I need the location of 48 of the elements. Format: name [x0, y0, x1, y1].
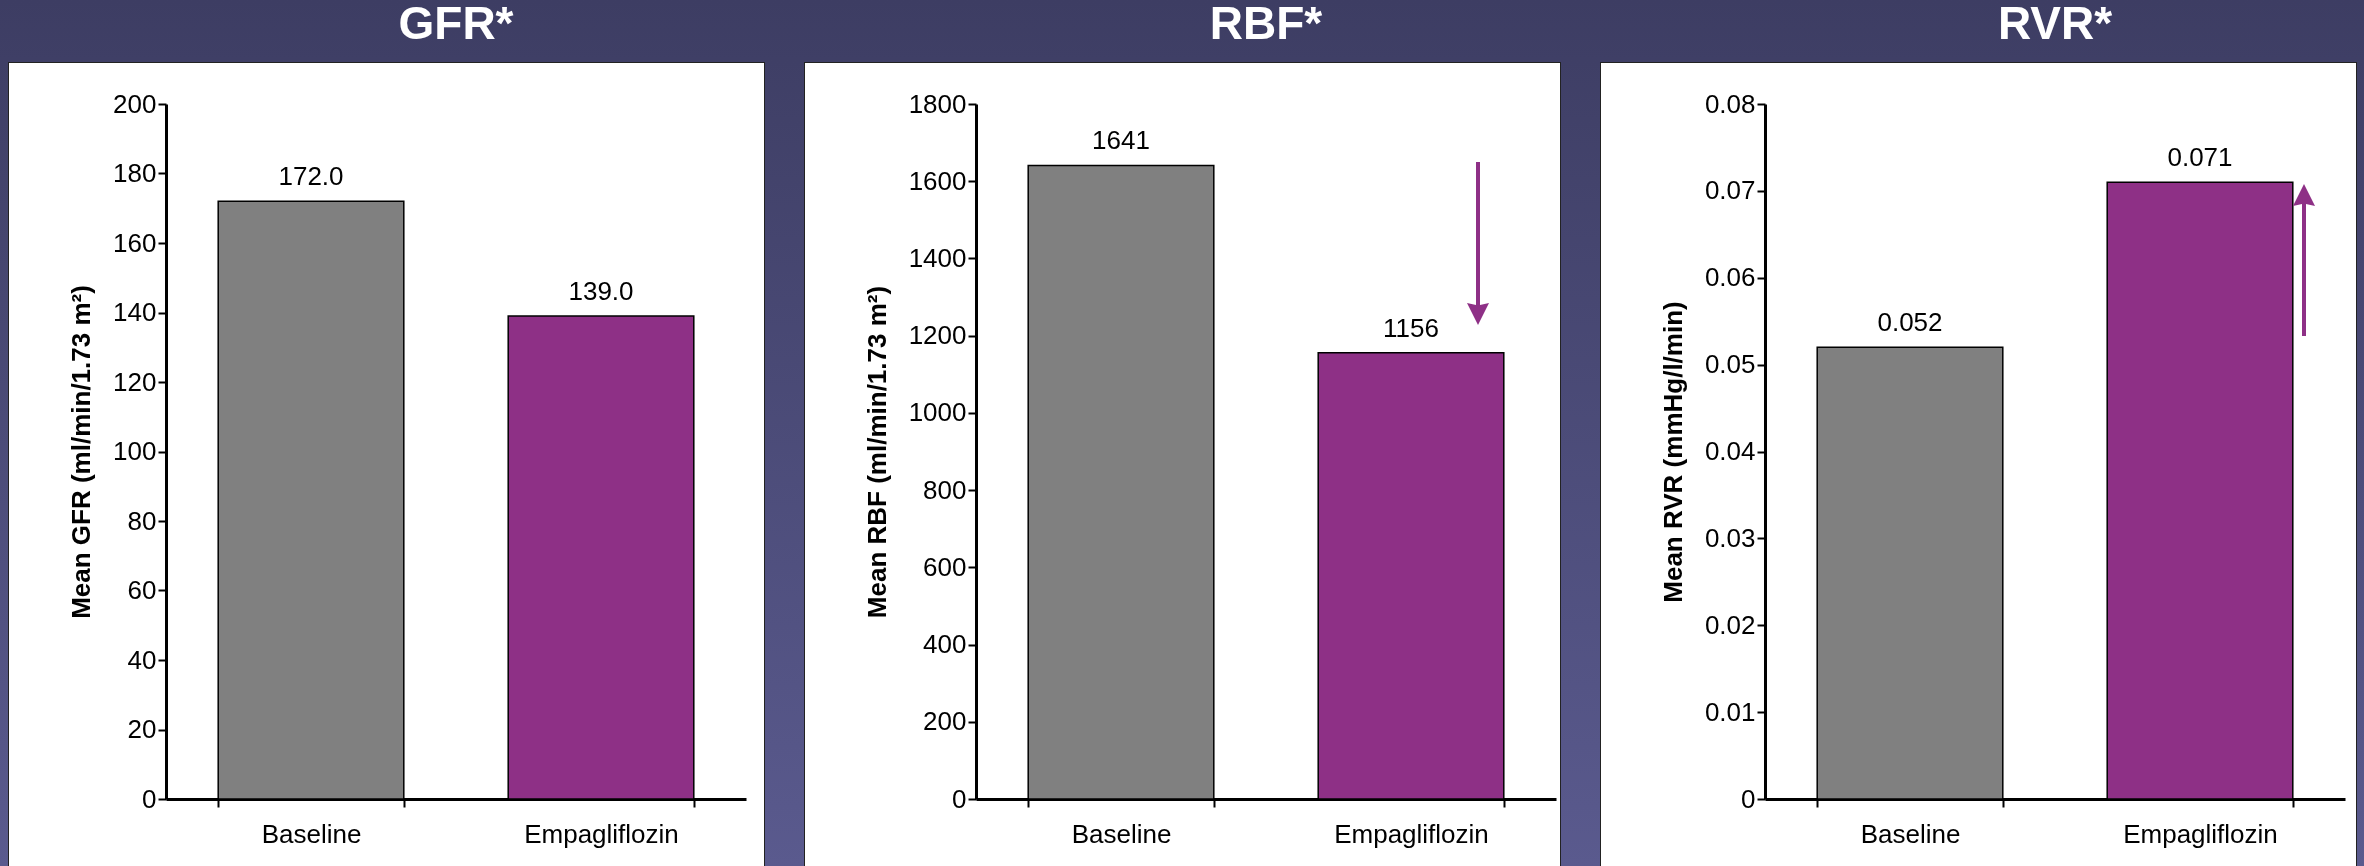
y-tick-label: 140 [113, 297, 157, 327]
x-tick-label: Empagliflozin [524, 818, 679, 849]
y-tick-label: 180 [113, 158, 157, 188]
y-tick-label: 0.05 [1704, 349, 1756, 380]
data-label: 0.052 [1877, 307, 1943, 338]
chart-title: GFR* [398, 0, 514, 49]
chart-title: RVR* [1997, 0, 2113, 49]
y-tick-label: 0.01 [1704, 696, 1756, 727]
y-axis-title: Mean RVR (mmHg/l/min) [1657, 301, 1688, 603]
x-tick-label: Baseline [1071, 818, 1172, 849]
y-tick-label: 1400 [908, 242, 967, 273]
y-tick-label: 0 [1741, 783, 1756, 814]
data-label: 1641 [1092, 125, 1150, 156]
y-tick-label: 60 [127, 575, 157, 605]
y-tick-label: 0 [142, 783, 157, 814]
y-tick-label: 120 [113, 366, 157, 397]
x-tick-label: Baseline [261, 818, 362, 849]
y-tick-label: 1000 [908, 397, 967, 428]
x-tick-label: Baseline [1860, 818, 1961, 849]
y-tick-label: 40 [127, 644, 157, 675]
y-tick-label: 600 [923, 551, 967, 582]
y-tick-label: 0 [952, 783, 967, 814]
y-tick-label: 400 [923, 629, 967, 660]
y-tick-label: 20 [127, 714, 157, 744]
y-tick-label: 0.07 [1704, 175, 1756, 206]
y-tick-label: 0.03 [1704, 522, 1756, 553]
x-tick-label: Empagliflozin [2123, 818, 2278, 849]
y-tick-label: 1800 [908, 88, 967, 119]
y-tick-label: 200 [923, 706, 967, 737]
y-tick-label: 200 [113, 88, 157, 119]
y-tick-label: 160 [113, 227, 157, 258]
y-tick-label: 0.04 [1704, 436, 1756, 466]
y-tick-label: 80 [127, 505, 157, 536]
y-tick-label: 800 [923, 474, 967, 505]
y-tick-label: 1200 [908, 320, 967, 351]
y-tick-label: 1600 [908, 165, 967, 196]
x-tick-label: Empagliflozin [1334, 818, 1489, 849]
data-label: 0.071 [2167, 142, 2233, 173]
y-tick-label: 0.02 [1704, 609, 1756, 640]
data-label: 172.0 [278, 161, 344, 192]
y-axis-title: Mean RBF (ml/min/1.73 m²) [861, 285, 892, 619]
chart-title: RBF* [1209, 0, 1323, 49]
data-label: 139.0 [568, 275, 634, 306]
y-tick-label: 100 [113, 436, 157, 466]
y-axis-title: Mean GFR (ml/min/1.73 m²) [66, 285, 97, 619]
y-tick-label: 0.06 [1704, 262, 1756, 293]
data-label: 1156 [1383, 312, 1439, 343]
y-tick-label: 0.08 [1704, 88, 1756, 119]
